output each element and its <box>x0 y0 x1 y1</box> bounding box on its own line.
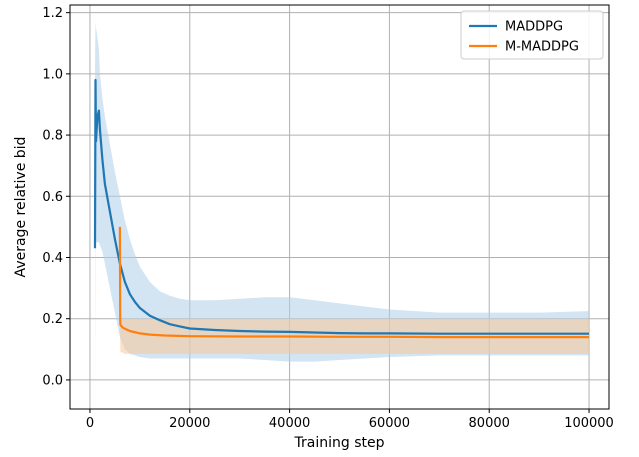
legend: MADDPG M-MADDPG <box>460 10 604 60</box>
series-line-2 <box>118 226 589 339</box>
x-axis-label: Training step <box>294 435 385 451</box>
series-band-2 <box>119 226 590 354</box>
axis-ticks: 0 20000 40000 60000 80000 100000 0.0 0.2 0.4 0.6 0… <box>42 6 614 431</box>
x-tick-label: 100000 <box>564 416 614 431</box>
legend-label: MADDPG <box>505 20 563 35</box>
y-tick-label: 0.2 <box>42 312 63 327</box>
y-tick-label: 0.0 <box>42 373 63 388</box>
y-tick-label: 1.2 <box>42 6 63 21</box>
y-tick-label: 0.6 <box>42 190 63 205</box>
x-tick-label: 40000 <box>269 416 310 431</box>
plot-frame <box>69 4 610 410</box>
series-lines <box>93 78 589 339</box>
x-tick-label: 60000 <box>369 416 410 431</box>
y-axis-label: Average relative bid <box>13 137 29 278</box>
legend-label: M-MADDPG <box>505 40 579 55</box>
confidence-bands <box>95 21 590 390</box>
y-tick-label: 0.4 <box>42 251 63 266</box>
y-tick-label: 1.0 <box>42 67 63 82</box>
x-tick-label: 80000 <box>469 416 510 431</box>
series-line-1 <box>93 78 589 335</box>
x-tick-label: 0 <box>86 416 94 431</box>
y-tick-label: 0.8 <box>42 129 63 144</box>
x-tick-label: 20000 <box>169 416 210 431</box>
